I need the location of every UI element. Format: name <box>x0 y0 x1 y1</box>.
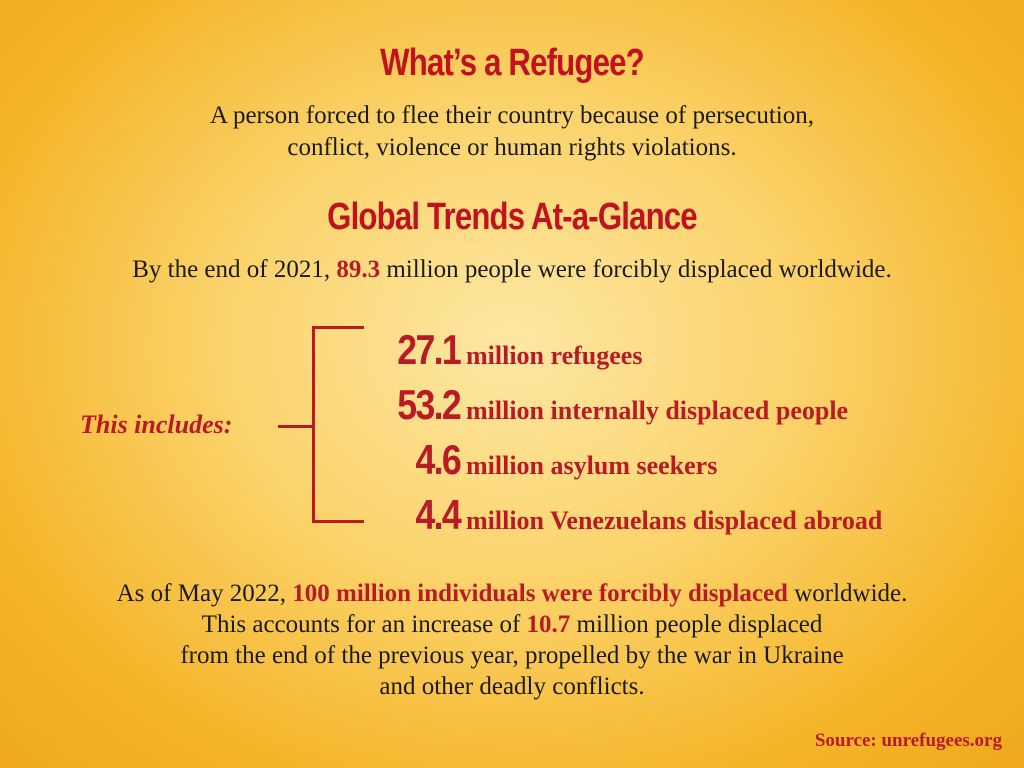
title-wrap: What’s a Refugee? <box>0 42 1024 85</box>
breakdown-label: million internally displaced people <box>466 396 849 425</box>
update-line-1-highlight: 100 million individuals were forcibly di… <box>292 580 788 607</box>
bracket-vertical <box>312 326 315 523</box>
update-line-1-prefix: As of May 2022, <box>116 580 293 607</box>
trends-heading: Global Trends At-a-Glance <box>327 196 697 238</box>
breakdown-label: million refugees <box>466 341 643 370</box>
update-line-2: This accounts for an increase of 10.7 mi… <box>0 609 1024 640</box>
definition-line-1: A person forced to flee their country be… <box>210 102 814 129</box>
trends-heading-wrap: Global Trends At-a-Glance <box>0 196 1024 239</box>
source-credit: Source: unrefugees.org <box>814 730 1002 751</box>
update-line-1-suffix: worldwide. <box>787 580 908 607</box>
definition: A person forced to flee their country be… <box>0 100 1024 164</box>
trends-intro: By the end of 2021, 89.3 million people … <box>0 254 1024 286</box>
breakdown-value: 4.4 <box>415 491 461 538</box>
bracket-top <box>312 326 364 329</box>
update-line-2-suffix: million people displaced <box>570 611 823 638</box>
definition-line-2: conflict, violence or human rights viola… <box>287 134 737 161</box>
bracket-bottom <box>312 520 364 523</box>
breakdown-value: 4.6 <box>415 436 461 483</box>
update-line-1: As of May 2022, 100 million individuals … <box>0 578 1024 609</box>
page-title: What’s a Refugee? <box>380 42 644 84</box>
trends-intro-suffix: million people were forcibly displaced w… <box>380 256 892 283</box>
breakdown-item-asylum: 4.6 million asylum seekers <box>384 436 717 486</box>
breakdown-item-idp: 53.2 million internally displaced people <box>384 381 848 431</box>
update-line-4: and other deadly conflicts. <box>379 673 645 700</box>
breakdown-value: 27.1 <box>397 326 461 373</box>
breakdown-label: million Venezuelans displaced abroad <box>466 506 883 535</box>
trends-intro-prefix: By the end of 2021, <box>132 256 337 283</box>
update-line-3: from the end of the previous year, prope… <box>180 642 844 669</box>
breakdown-item-refugees: 27.1 million refugees <box>384 326 642 376</box>
update-line-2-prefix: This accounts for an increase of <box>201 611 527 638</box>
breakdown-item-venezuelans: 4.4 million Venezuelans displaced abroad <box>384 491 882 541</box>
includes-label: This includes: <box>80 410 233 439</box>
breakdown-value: 53.2 <box>397 381 461 428</box>
update-paragraph: As of May 2022, 100 million individuals … <box>0 578 1024 702</box>
increase-value: 10.7 <box>526 611 571 638</box>
total-displaced-value: 89.3 <box>336 256 381 283</box>
breakdown-label: million asylum seekers <box>466 451 718 480</box>
bracket-connector <box>278 425 313 428</box>
